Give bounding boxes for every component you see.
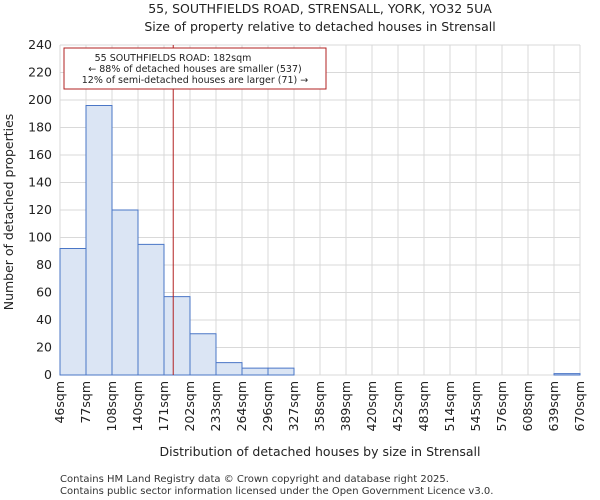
y-tick-label: 160 (28, 147, 52, 162)
bar-108sqm (111, 209, 139, 376)
chart-title-line-2: Size of property relative to detached ho… (144, 19, 495, 34)
annotation-box (63, 47, 327, 90)
bar-264sqm (241, 367, 269, 376)
x-tick-label: 420sqm (364, 381, 379, 431)
x-tick-label: 264sqm (234, 381, 249, 431)
x-tick-label: 140sqm (130, 381, 145, 431)
x-tick-label: 233sqm (208, 381, 223, 431)
bar-296sqm (267, 367, 295, 376)
annotation-line-2: ← 88% of detached houses are smaller (53… (88, 64, 301, 75)
x-tick-label: 108sqm (104, 381, 119, 431)
bar-202sqm (189, 333, 217, 376)
bar-171sqm (163, 296, 191, 376)
x-tick-label: 670sqm (572, 381, 587, 431)
x-tick-label: 46sqm (52, 381, 67, 424)
x-tick-label: 327sqm (286, 381, 301, 431)
bar-77sqm (85, 105, 113, 376)
bar-639sqm (553, 373, 581, 376)
y-tick-label: 80 (36, 257, 52, 272)
y-tick-label: 100 (28, 230, 52, 245)
y-tick-label: 140 (28, 175, 52, 190)
y-axis-ticks: 0 20 40 60 80 100 120 140 160 180 200 220 240 (28, 37, 52, 382)
y-tick-label: 200 (28, 92, 52, 107)
x-tick-label: 514sqm (442, 381, 457, 431)
x-tick-label: 545sqm (468, 381, 483, 431)
x-tick-label: 358sqm (312, 381, 327, 431)
x-tick-label: 576sqm (494, 381, 509, 431)
bars (59, 105, 581, 376)
y-tick-label: 0 (44, 367, 52, 382)
y-tick-label: 60 (36, 285, 52, 300)
x-tick-label: 639sqm (546, 381, 561, 431)
x-tick-label: 608sqm (520, 381, 535, 431)
x-tick-label: 77sqm (78, 381, 93, 424)
y-tick-label: 180 (28, 120, 52, 135)
bar-233sqm (215, 362, 243, 376)
x-tick-label: 171sqm (156, 381, 171, 431)
chart-title-line-1: 55, SOUTHFIELDS ROAD, STRENSALL, YORK, Y… (148, 1, 492, 16)
x-tick-label: 483sqm (416, 381, 431, 431)
x-tick-label: 296sqm (260, 381, 275, 431)
footer-line-2: Contains public sector information licen… (60, 486, 493, 497)
bar-46sqm (59, 248, 87, 376)
y-tick-label: 20 (36, 340, 52, 355)
footer-line-1: Contains HM Land Registry data © Crown c… (60, 474, 449, 485)
x-axis-title: Distribution of detached houses by size … (160, 444, 481, 459)
y-tick-label: 120 (28, 202, 52, 217)
bar-140sqm (137, 243, 165, 376)
annotation-line-1: 55 SOUTHFIELDS ROAD: 182sqm (95, 53, 252, 64)
x-axis-ticks: 46sqm 77sqm 108sqm 140sqm 171sqm 202sqm 233sqm… (52, 381, 587, 431)
y-tick-label: 220 (28, 65, 52, 80)
x-tick-label: 202sqm (182, 381, 197, 431)
y-axis-title: Number of detached properties (1, 114, 16, 311)
y-tick-label: 40 (36, 312, 52, 327)
x-tick-label: 452sqm (390, 381, 405, 431)
y-tick-label: 240 (28, 37, 52, 52)
x-tick-label: 389sqm (338, 381, 353, 431)
annotation-line-3: 12% of semi-detached houses are larger (… (82, 75, 309, 86)
